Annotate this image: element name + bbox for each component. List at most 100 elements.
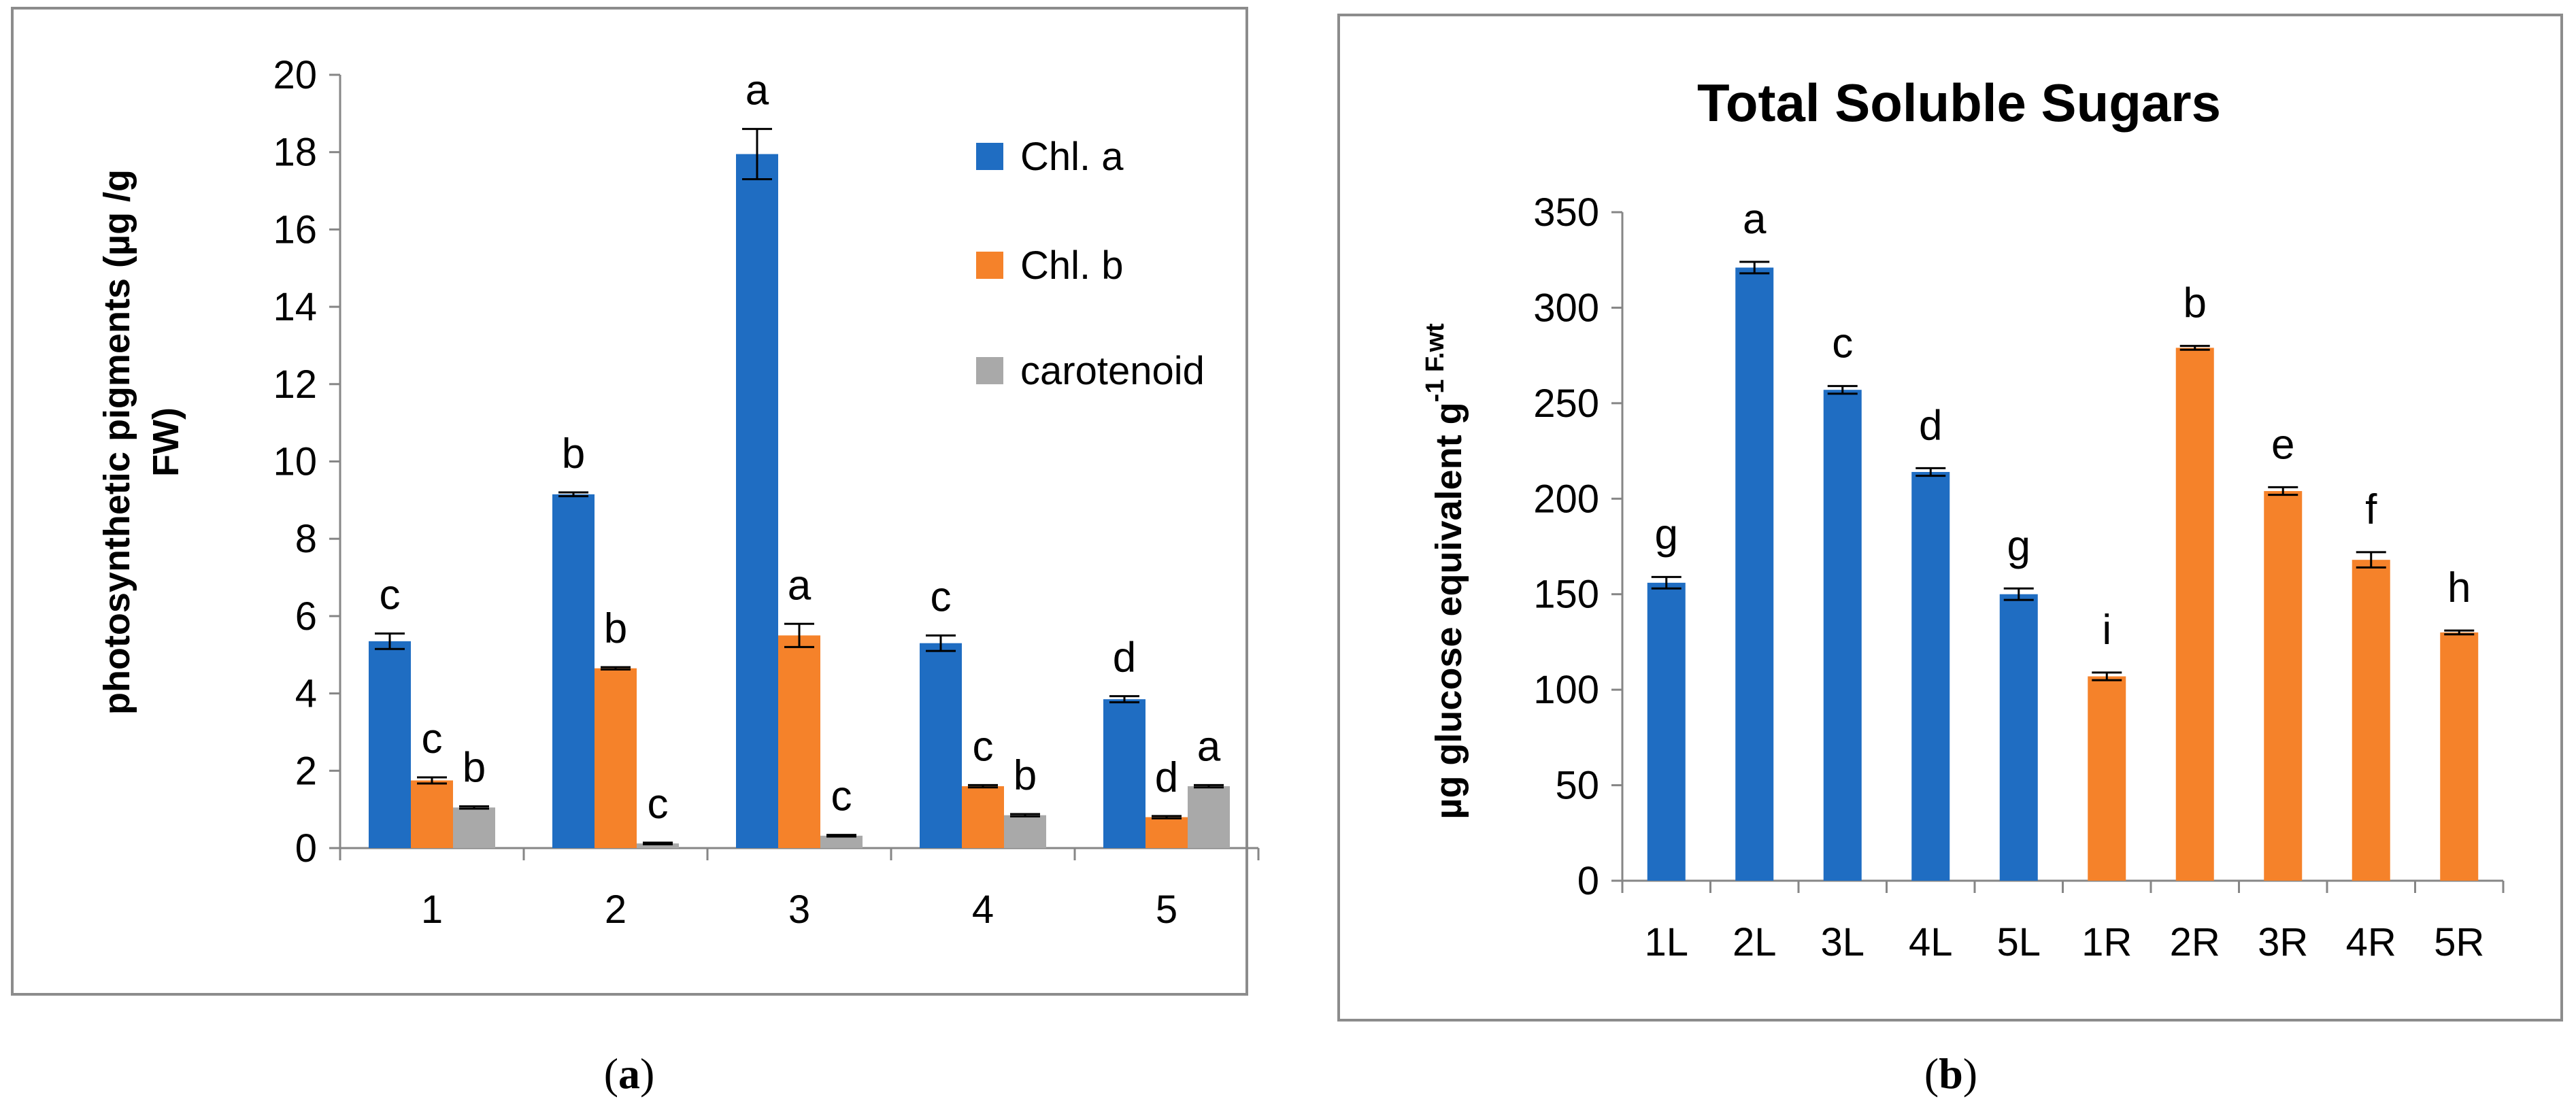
panel-a-bar-carotenoid [820,835,863,848]
panel-b-xtick-label: 3R [2258,920,2308,964]
panel-b-sig-letter: h [2447,564,2471,611]
panel-a-legend: Chl. a Chl. b carotenoid [976,135,1205,393]
panel-b-sig-letter: b [2184,280,2207,327]
legend-swatch-chl-a [976,143,1003,170]
panel-b-bars [1647,260,2479,881]
panel-b-xtick-label: 5L [1996,920,2041,964]
panel-a-xtick-label: 4 [972,888,994,932]
panel-a-ytick-label: 0 [295,826,317,871]
panel-b-xtick-label: 3L [1820,920,1864,964]
panel-a-xtick-label: 3 [788,888,810,932]
panel-b-ytick-label: 50 [1555,764,1599,808]
panel-a-ytick-label: 4 [295,672,317,716]
panel-b-ytick-label: 300 [1533,286,1599,330]
panel-a-bar-carotenoid [453,807,495,848]
panel-b-ylabel: µg glucose equivalent g-1 F.wt [1421,323,1469,820]
panel-b-bar-leaves [1647,582,1686,881]
panel-a-ytick-label: 10 [273,440,317,484]
panel-a-ytick-label: 12 [273,362,317,407]
legend-label-chl-b: Chl. b [1020,243,1124,288]
panel-a-ytick-label: 14 [273,285,317,329]
panel-a-ylabel-line1: photosynthetic pigments (µg /g [97,169,137,715]
panel-b-bar-leaves [1735,267,1774,881]
panel-a-bars [369,128,1230,849]
panel-b-xtick-label: 1R [2081,920,2132,964]
panel-b-sig-letter: d [1919,402,1942,449]
panel-b-xtick-label: 2R [2170,920,2220,964]
panel-b-sig-letter: a [1743,196,1767,243]
panel-a-sig-letter: a [1197,723,1221,770]
panel-a-sig-letter: a [746,67,769,114]
panel-b-bar-roots [2440,632,2479,881]
panel-a-bar-carotenoid [1188,786,1230,848]
panel-b-bar-leaves [1911,471,1950,881]
panel-b-sig-letter: i [2102,607,2111,654]
panel-a-bar-chl_b [1145,817,1188,848]
panel-a-sig-letter: c [831,773,852,820]
panel-a-bar-carotenoid [1004,815,1046,848]
legend-label-carotenoid: carotenoid [1020,349,1205,393]
panel-a-sig-letter: a [788,562,812,609]
legend-swatch-carotenoid [976,357,1003,384]
panel-b-caption: (b) [1924,1049,1977,1098]
panel-b-caption-letter: b [1939,1049,1963,1098]
panel-a-xtick-label: 5 [1156,888,1177,932]
panel-b-bar-leaves [1999,594,2038,881]
panel-b-xtick-label: 1L [1644,920,1688,964]
panel-b-ylabel-sup: -1 F.wt [1421,323,1450,402]
panel-a-sig-letter: b [604,605,627,652]
legend-label-chl-a: Chl. a [1020,135,1124,179]
panel-b-bar-roots [2352,560,2390,881]
panel-a-sig-letter: c [648,781,669,828]
panel-a-ytick-label: 16 [273,207,317,252]
panel-a-caption: (a) [604,1049,655,1098]
panel-a-sig-letter: c [380,571,401,618]
panel-a-bar-chl_b [595,668,637,848]
panel-a-bar-chl_a [369,641,411,848]
panel-b-xtick-label: 2L [1733,920,1777,964]
panel-a-ytick-label: 8 [295,517,317,561]
panel-a-sig-letter: c [422,715,443,762]
panel-b-ylabel-main: µg glucose equivalent g [1428,402,1469,819]
panel-b-bar-leaves [1823,390,1862,881]
panel-a-sig-letter: b [463,745,486,792]
panel-b-ytick-label: 150 [1533,573,1599,617]
panel-a-sig-letter: b [1014,752,1037,799]
panel-a-bar-chl_a [1103,699,1145,848]
panel-a-xtick-label: 1 [421,888,443,932]
panel-b-sig-letter: c [1832,320,1853,367]
panel-a-bar-chl_b [411,780,453,848]
panel-a-sig-letter: d [1113,635,1136,681]
panel-a-sig-letter: c [931,573,952,620]
panel-b-ytick-label: 100 [1533,668,1599,712]
panel-a-bar-chl_a [736,154,778,849]
panel-a-sig-letter: c [973,723,994,770]
panel-b-sig-letter: e [2271,421,2294,468]
panel-b-ytick-label: 200 [1533,477,1599,521]
panel-b-xtick-label: 4R [2346,920,2396,964]
panel-b-ytick-label: 250 [1533,382,1599,426]
panel-a-sig-letter: d [1155,754,1178,801]
panel-a-sig-letter: b [562,431,585,477]
panel-a-bar-chl_b [962,786,1004,848]
panel-a-bar-chl_a [552,494,595,848]
panel-b-sig-letter: g [1655,511,1678,558]
panel-b-sig-letter: f [2365,486,2377,533]
panel-b-xtick-label: 4L [1909,920,1953,964]
panel-b-labels: 0 50 100 150 200 250 300 350 g 1L a 2L c 3L d 4L g 5L i 1R b… [1533,190,2484,964]
panel-a-xtick-label: 2 [605,888,626,932]
panel-a-ytick-label: 2 [295,749,317,793]
panel-a-ytick-label: 6 [295,594,317,639]
panel-a-ytick-label: 20 [273,53,317,97]
panel-b-xtick-label: 5R [2434,920,2484,964]
panel-a-bar-chl_b [778,635,820,848]
legend-swatch-chl-b [976,252,1003,279]
panel-b-bar-roots [2088,676,2126,881]
panel-a-caption-letter: a [618,1049,640,1098]
panel-b-bar-roots [2264,491,2303,881]
panel-a-ylabel-line2: FW) [146,407,186,477]
panel-b: Total Soluble Sugars 0 50 100 150 200 250 300 3… [1337,14,2563,1098]
